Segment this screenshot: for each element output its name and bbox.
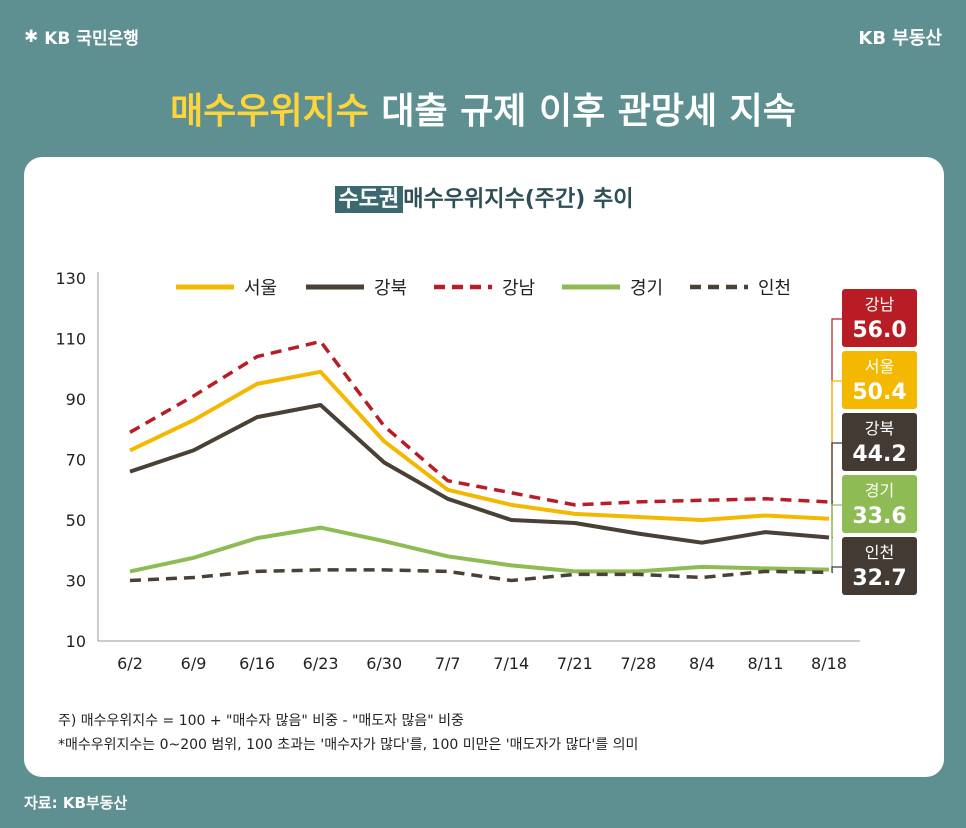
end-label-value-인천: 32.7 [852,566,906,591]
headline-rest: 대출 규제 이후 관망세 지속 [381,91,796,132]
legend-label-강남: 강남 [502,278,535,299]
x-tick-label: 7/14 [493,654,529,673]
end-label-value-경기: 33.6 [852,504,906,529]
source-text: 자료: KB부동산 [24,794,128,812]
x-tick-label: 7/28 [620,654,656,673]
end-label-value-강남: 56.0 [852,318,906,343]
end-label-connector-인천 [831,566,842,573]
y-tick-label: 30 [66,572,86,591]
y-tick-label: 70 [66,451,86,470]
note-range: *매수우위지수는 0~200 범위, 100 초과는 '매수자가 많다'를, 1… [58,737,639,753]
end-label-connector-강남 [831,318,842,503]
y-tick-label: 130 [55,269,86,288]
legend-label-서울: 서울 [244,278,277,299]
chart-card: 수도권 매수우위지수(주간) 추이 130 110 90 70 50 30 10 6/2 6/9 6… [24,157,944,777]
end-label-connector-강북 [831,442,842,539]
chart-notes: 주) 매수우위지수 = 100 + "매수자 많음" 비중 - "매도자 많음"… [58,709,638,757]
end-label-box-인천 [842,537,917,595]
chart-title-badge: 수도권 [334,186,404,213]
kb-realestate-logo: KB 부동산 [858,28,942,49]
legend-label-경기: 경기 [630,278,663,299]
end-label-connector-서울 [831,380,842,520]
x-tick-label: 7/21 [557,654,593,673]
kb-bank-name: KB 국민은행 [44,29,139,49]
end-label-box-강북 [842,413,917,471]
end-label-name-인천: 인천 [865,543,894,562]
end-label-name-강남: 강남 [865,295,895,314]
series-line-서울 [129,369,830,522]
kb-star-icon: ✱ [24,26,39,47]
x-tick-label: 6/2 [117,654,143,673]
chart-title: 수도권 매수우위지수(주간) 추이 [24,181,944,213]
x-tick-label: 6/9 [181,654,207,673]
x-tick-label: 8/4 [689,654,715,673]
end-label-value-서울: 50.4 [852,380,906,405]
end-label-name-서울: 서울 [865,357,894,376]
legend-label-인천: 인천 [758,278,791,299]
chart-title-text: 매수우위지수(주간) 추이 [403,187,634,212]
x-tick-label: 7/7 [435,654,461,673]
end-label-connector-경기 [831,504,842,571]
x-tick-label: 6/30 [366,654,402,673]
end-label-box-서울 [842,351,917,409]
x-tick-label: 8/11 [747,654,783,673]
headline-highlight: 매수우위지수 [170,91,369,132]
y-tick-label: 90 [66,390,86,409]
kb-bank-logo: ✱ KB 국민은행 [24,24,139,50]
y-tick-label: 110 [55,330,86,349]
note-formula: 주) 매수우위지수 = 100 + "매수자 많음" 비중 - "매도자 많음"… [58,713,464,729]
series-line-강북 [129,403,830,545]
series-line-강남 [129,339,830,507]
end-label-value-강북: 44.2 [852,442,906,467]
x-tick-label: 8/18 [811,654,847,673]
legend-label-강북: 강북 [374,278,407,299]
series-line-인천 [129,568,830,583]
series-line-경기 [129,525,830,574]
x-tick-label: 6/23 [303,654,339,673]
page-headline: 매수우위지수 대출 규제 이후 관망세 지속 [0,82,966,134]
x-tick-label: 6/16 [239,654,275,673]
end-label-box-경기 [842,475,917,533]
y-tick-label: 10 [66,632,86,651]
line-chart: 130 110 90 70 50 30 10 6/2 6/9 6/16 6/23 6/30 7/7 7/1… [55,269,917,673]
end-label-name-경기: 경기 [865,481,894,500]
end-label-name-강북: 강북 [865,419,894,438]
y-tick-label: 50 [66,511,86,530]
end-label-box-강남 [842,289,917,347]
